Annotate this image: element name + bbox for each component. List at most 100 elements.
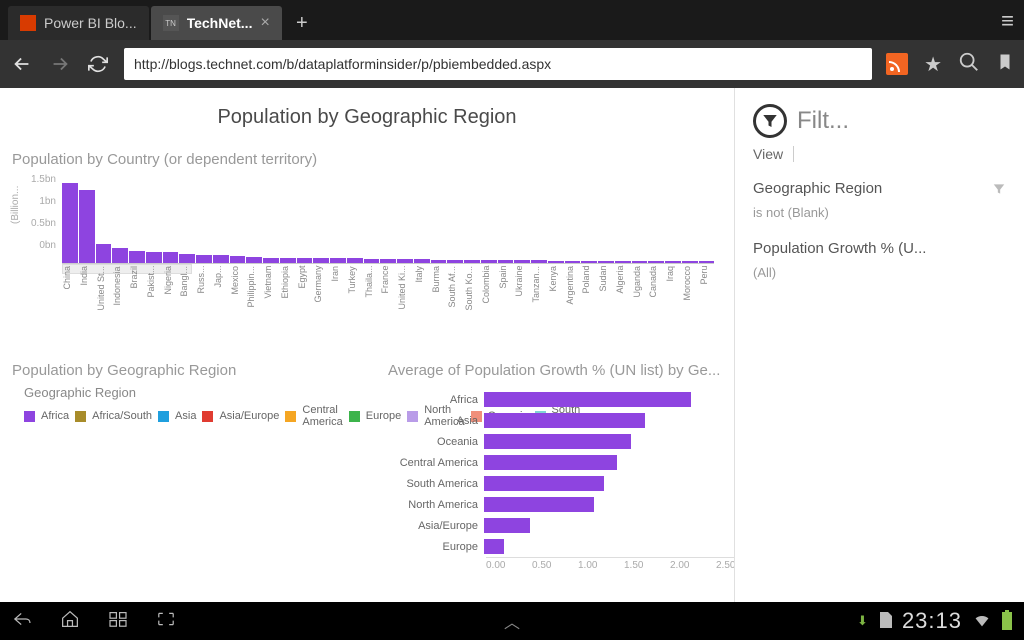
bar-item[interactable] — [598, 261, 614, 263]
bar-item[interactable] — [498, 260, 514, 263]
bar-item[interactable] — [179, 254, 195, 263]
address-bar[interactable]: http://blogs.technet.com/b/dataplatformi… — [124, 48, 872, 80]
growth-hbar-chart[interactable]: AfricaAsiaOceaniaCentral AmericaSouth Am… — [388, 385, 734, 557]
bar-item[interactable] — [380, 259, 396, 263]
hbar-row[interactable]: Central America — [392, 452, 734, 473]
forward-button[interactable] — [48, 52, 72, 76]
bar-item[interactable] — [397, 259, 413, 263]
filter-group[interactable]: Geographic Regionis not (Blank) — [753, 180, 1006, 220]
bar-item[interactable] — [464, 260, 480, 263]
bar-item[interactable] — [263, 258, 279, 263]
legend-item[interactable]: Central America — [285, 404, 342, 428]
hbar-row[interactable]: Oceania — [392, 431, 734, 452]
bar-item[interactable] — [665, 261, 681, 263]
x-tick-label: Ukraine — [514, 266, 530, 311]
bar-item[interactable] — [62, 183, 78, 263]
legend-item[interactable]: Asia — [158, 410, 196, 422]
filters-panel: Filt... View Geographic Regionis not (Bl… — [734, 88, 1024, 602]
notification-icon[interactable]: ⬇ — [857, 613, 868, 629]
browser-tab-inactive[interactable]: Power BI Blo... — [8, 6, 149, 40]
bar-item[interactable] — [129, 251, 145, 263]
tab-favicon — [20, 15, 36, 31]
close-tab-icon[interactable]: × — [260, 14, 269, 32]
x-tick-label: Poland — [581, 266, 597, 311]
bar-item[interactable] — [79, 190, 95, 263]
expand-bar-icon[interactable]: ︿ — [504, 609, 520, 633]
bar-item[interactable] — [514, 260, 530, 263]
hbar-row[interactable]: South America — [392, 473, 734, 494]
legend-item[interactable]: Asia/Europe — [202, 410, 279, 422]
hbar-row[interactable]: North America — [392, 494, 734, 515]
bar-item[interactable] — [581, 261, 597, 263]
browser-tab-active[interactable]: TN TechNet... × — [151, 6, 282, 40]
bar-item[interactable] — [112, 248, 128, 263]
bar-item[interactable] — [431, 260, 447, 263]
hbar-row[interactable]: Asia/Europe — [392, 515, 734, 536]
android-system-bar: ︿ ⬇ 23:13 — [0, 602, 1024, 640]
x-tick-label: Jap... — [213, 266, 229, 311]
bar-item[interactable] — [280, 258, 296, 263]
hbar-row[interactable]: Europe — [392, 536, 734, 557]
rss-icon[interactable] — [886, 53, 908, 75]
bar-item[interactable] — [615, 261, 631, 263]
report-title: Population by Geographic Region — [12, 106, 722, 129]
bar-item[interactable] — [531, 260, 547, 263]
population-bar-chart[interactable]: (Billion... 1.5bn1bn0.5bn0bn ChinaIndiaU… — [12, 174, 722, 344]
new-tab-button[interactable]: + — [290, 11, 314, 35]
hbar-row[interactable]: Africa — [392, 389, 734, 410]
sdcard-icon — [878, 612, 892, 631]
filter-group[interactable]: Population Growth % (U...(All) — [753, 240, 1006, 280]
tab-title: TechNet... — [187, 15, 253, 31]
pie-chart-title: Population by Geographic Region — [12, 362, 372, 379]
bar-item[interactable] — [163, 252, 179, 263]
bar-item[interactable] — [682, 261, 698, 263]
bar-item[interactable] — [447, 260, 463, 263]
bar-item[interactable] — [481, 260, 497, 263]
hbar-row[interactable]: Asia — [392, 410, 734, 431]
bar-item[interactable] — [565, 261, 581, 263]
mini-funnel-icon[interactable] — [992, 182, 1006, 199]
bar-item[interactable] — [414, 259, 430, 263]
bar-item[interactable] — [96, 244, 112, 263]
bar-item[interactable] — [230, 256, 246, 263]
bar-item[interactable] — [648, 261, 664, 263]
bar-item[interactable] — [196, 255, 212, 263]
page-content: Population by Geographic Region Populati… — [0, 88, 1024, 602]
legend-item[interactable]: Africa — [24, 410, 69, 422]
x-tick-label: United Ki... — [397, 266, 413, 311]
x-tick-label: Tanzan... — [531, 266, 547, 311]
bar-item[interactable] — [146, 252, 162, 263]
y-axis-ticks: 1.5bn1bn0.5bn0bn — [26, 174, 56, 262]
home-nav-icon[interactable] — [60, 610, 80, 633]
filter-icon — [753, 104, 787, 138]
x-tick-label: France — [380, 266, 396, 311]
reload-button[interactable] — [86, 52, 110, 76]
x-tick-label: Italy — [414, 266, 430, 311]
report-canvas: Population by Geographic Region Populati… — [0, 88, 734, 602]
legend-item[interactable]: Africa/South — [75, 410, 152, 422]
bookmark-icon[interactable] — [996, 52, 1014, 77]
bar-item[interactable] — [330, 258, 346, 263]
back-button[interactable] — [10, 52, 34, 76]
bar-item[interactable] — [313, 258, 329, 263]
bar-item[interactable] — [364, 259, 380, 263]
screenshot-icon[interactable] — [156, 611, 176, 632]
x-tick-label: Germany — [313, 266, 329, 311]
bar-item[interactable] — [347, 258, 363, 263]
star-icon[interactable]: ★ — [924, 52, 942, 77]
bar-item[interactable] — [213, 255, 229, 263]
browser-tab-bar: Power BI Blo... TN TechNet... × + ≡ — [0, 0, 1024, 40]
x-tick-label: Thaila... — [364, 266, 380, 311]
back-nav-icon[interactable] — [12, 611, 32, 632]
browser-menu-icon[interactable]: ≡ — [1001, 8, 1014, 34]
bar-item[interactable] — [246, 257, 262, 263]
filter-view-label[interactable]: View — [753, 146, 794, 162]
x-tick-label: Ethiopia — [280, 266, 296, 311]
x-tick-label: Argentina — [565, 266, 581, 311]
recent-nav-icon[interactable] — [108, 611, 128, 632]
search-icon[interactable] — [958, 51, 980, 78]
bar-item[interactable] — [548, 261, 564, 263]
bar-item[interactable] — [632, 261, 648, 263]
bar-item[interactable] — [297, 258, 313, 263]
bar-item[interactable] — [699, 261, 715, 263]
